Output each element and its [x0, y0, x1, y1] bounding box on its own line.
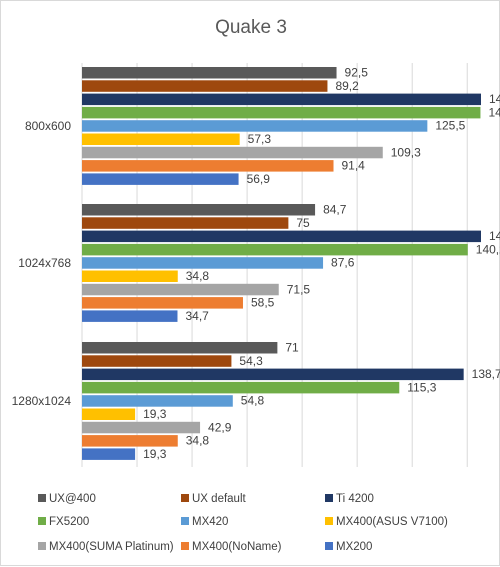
data-label: 89,2	[335, 79, 359, 93]
legend-swatch	[181, 517, 189, 525]
data-label: 58,5	[251, 296, 275, 310]
bar	[82, 146, 383, 159]
bar	[82, 448, 136, 460]
legend-swatch	[181, 542, 189, 550]
data-label: 34,8	[186, 269, 210, 283]
data-label: 54,8	[241, 394, 265, 408]
data-label: 115,3	[407, 380, 436, 394]
data-label: 57,3	[248, 132, 272, 146]
chart-title: Quake 3	[215, 17, 287, 38]
bar	[82, 381, 400, 394]
legend-label: MX400(ASUS V7100)	[336, 516, 448, 528]
category-label: 1280x1024	[12, 394, 72, 408]
data-label: 92,5	[345, 66, 369, 80]
bar	[82, 342, 278, 354]
data-label: 138,7	[472, 367, 500, 381]
bar	[82, 283, 279, 296]
legend-swatch	[325, 542, 333, 550]
legend-label: MX200	[336, 541, 372, 553]
data-label: 87,6	[331, 256, 355, 270]
data-label: 146,5	[489, 229, 500, 243]
legend-swatch	[325, 517, 333, 525]
legend-swatch	[38, 517, 46, 525]
data-label: 34,7	[185, 309, 209, 323]
bar	[82, 106, 481, 119]
category-label: 800x600	[25, 119, 71, 133]
bar	[82, 120, 428, 132]
legend-swatch	[38, 494, 46, 502]
data-label: 56,9	[247, 172, 271, 186]
legend-label: MX400(NoName)	[192, 541, 282, 553]
data-label: 19,3	[143, 447, 167, 461]
legend-swatch	[181, 494, 189, 502]
data-label: 71	[285, 341, 299, 355]
bar	[82, 80, 328, 92]
data-label: 75	[296, 216, 310, 230]
data-label: 125,5	[435, 119, 465, 133]
legend-label: UX@400	[49, 493, 96, 505]
data-label: 34,8	[186, 434, 210, 448]
bar	[82, 435, 178, 447]
bar	[82, 408, 136, 420]
category-label: 1024x768	[18, 256, 71, 270]
bar	[82, 217, 289, 229]
legend-swatch	[325, 494, 333, 502]
legend-swatch	[38, 542, 46, 550]
bar	[82, 230, 481, 243]
bar	[82, 368, 464, 381]
bar	[82, 173, 239, 185]
bar	[82, 67, 337, 79]
bar	[82, 204, 316, 216]
data-label: 109,3	[391, 145, 421, 159]
legend-label: Ti 4200	[336, 493, 374, 505]
bar	[82, 395, 233, 407]
data-label: 144,8	[488, 105, 500, 119]
data-label: 54,3	[239, 354, 263, 368]
bar	[82, 243, 468, 256]
bar	[82, 355, 232, 367]
bar	[82, 297, 243, 309]
data-label: 140,2	[476, 242, 500, 256]
legend-label: MX400(SUMA Platinum)	[49, 541, 174, 553]
bar	[82, 310, 178, 322]
data-label: 84,7	[323, 203, 347, 217]
legend-label: UX default	[192, 493, 247, 505]
data-label: 42,9	[208, 420, 232, 434]
legend-label: FX5200	[49, 516, 89, 528]
bar	[82, 133, 240, 145]
bar	[82, 160, 334, 172]
bar	[82, 93, 481, 106]
bar	[82, 270, 178, 282]
data-label: 91,4	[342, 159, 366, 173]
legend-label: MX420	[192, 516, 228, 528]
bar	[82, 421, 201, 434]
data-label: 147,5	[489, 92, 500, 106]
data-label: 19,3	[143, 407, 167, 421]
bar	[82, 257, 324, 269]
data-label: 71,5	[287, 282, 311, 296]
